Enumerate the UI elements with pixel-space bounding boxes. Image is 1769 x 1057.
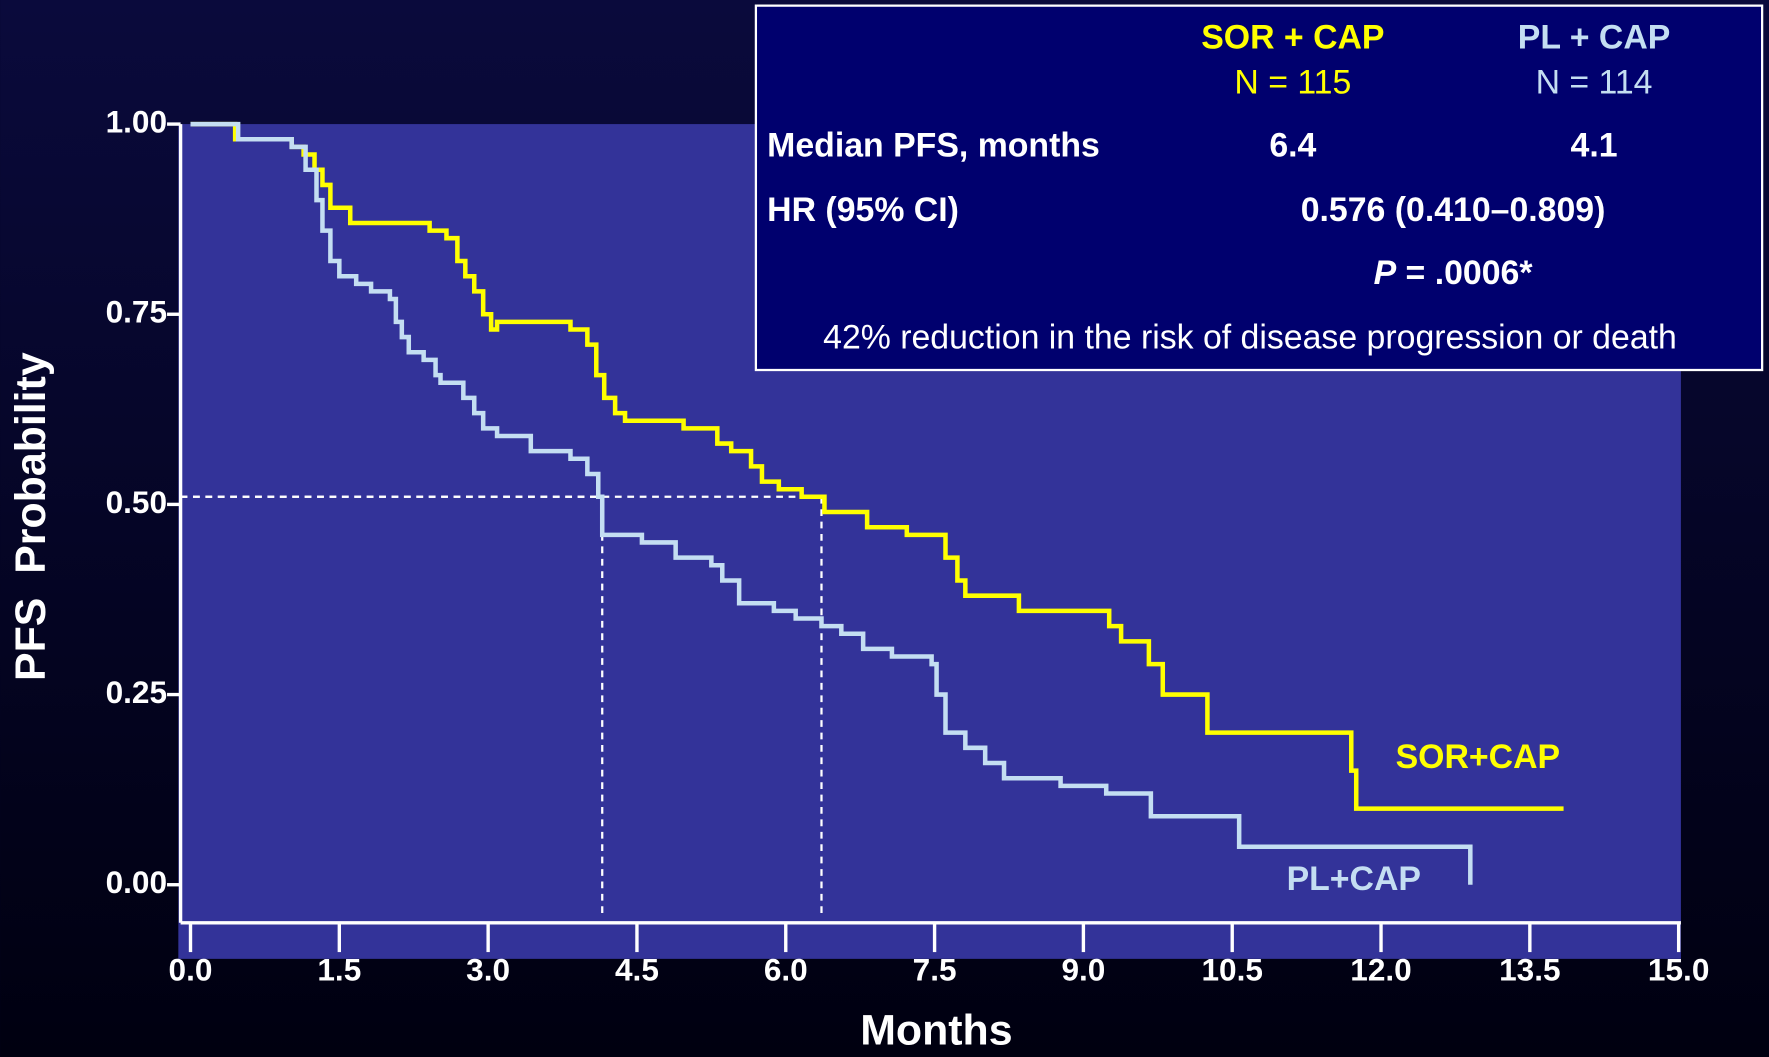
x-tick-label: 4.5 (615, 952, 659, 988)
x-tick-label: 3.0 (466, 952, 510, 988)
cell: 0.576 (0.410–0.809) (1301, 191, 1606, 229)
x-tick-label: 12.0 (1350, 952, 1411, 988)
cell: 4.1 (1571, 127, 1618, 165)
y-tick-label: 0.75 (106, 294, 167, 330)
y-tick-label: 0.25 (106, 674, 167, 710)
x-tick-label: 15.0 (1648, 952, 1709, 988)
x-tick-label: 0.0 (169, 952, 213, 988)
x-tick-label: 9.0 (1061, 952, 1105, 988)
table-frame (754, 4, 1764, 372)
series-label: PL+CAP (1287, 860, 1421, 898)
series-label: SOR+CAP (1396, 738, 1560, 776)
col-header: SOR + CAP (1201, 18, 1384, 56)
p-symbol: P (1374, 254, 1397, 292)
x-tick-label: 1.5 (317, 952, 361, 988)
note: 42% reduction in the risk of disease pro… (823, 318, 1677, 356)
p-value: P = .0006* (1374, 254, 1534, 292)
x-tick-label: 13.5 (1499, 952, 1560, 988)
x-axis-label: Months (860, 1007, 1012, 1055)
survival-curve (190, 121, 1473, 885)
y-tick-label: 0.00 (106, 864, 167, 900)
survival-curve (190, 121, 1564, 811)
row-label: Median PFS, months (767, 127, 1100, 165)
x-tick-label: 7.5 (913, 952, 957, 988)
x-tick-label: 10.5 (1201, 952, 1262, 988)
p-text: = .0006* (1396, 254, 1533, 292)
col-n: N = 114 (1536, 64, 1653, 102)
y-axis-label: PFS Probability (7, 352, 55, 681)
summary-table: SOR + CAP N = 115 PL + CAP N = 114 Media… (754, 4, 1764, 372)
y-tick-label: 0.50 (106, 484, 167, 520)
row-label: HR (95% CI) (767, 191, 959, 229)
cell: 6.4 (1269, 127, 1316, 165)
col-n: N = 115 (1234, 64, 1351, 102)
y-tick-label: 1.00 (106, 103, 167, 139)
x-tick-label: 6.0 (764, 952, 808, 988)
col-header: PL + CAP (1518, 18, 1671, 56)
